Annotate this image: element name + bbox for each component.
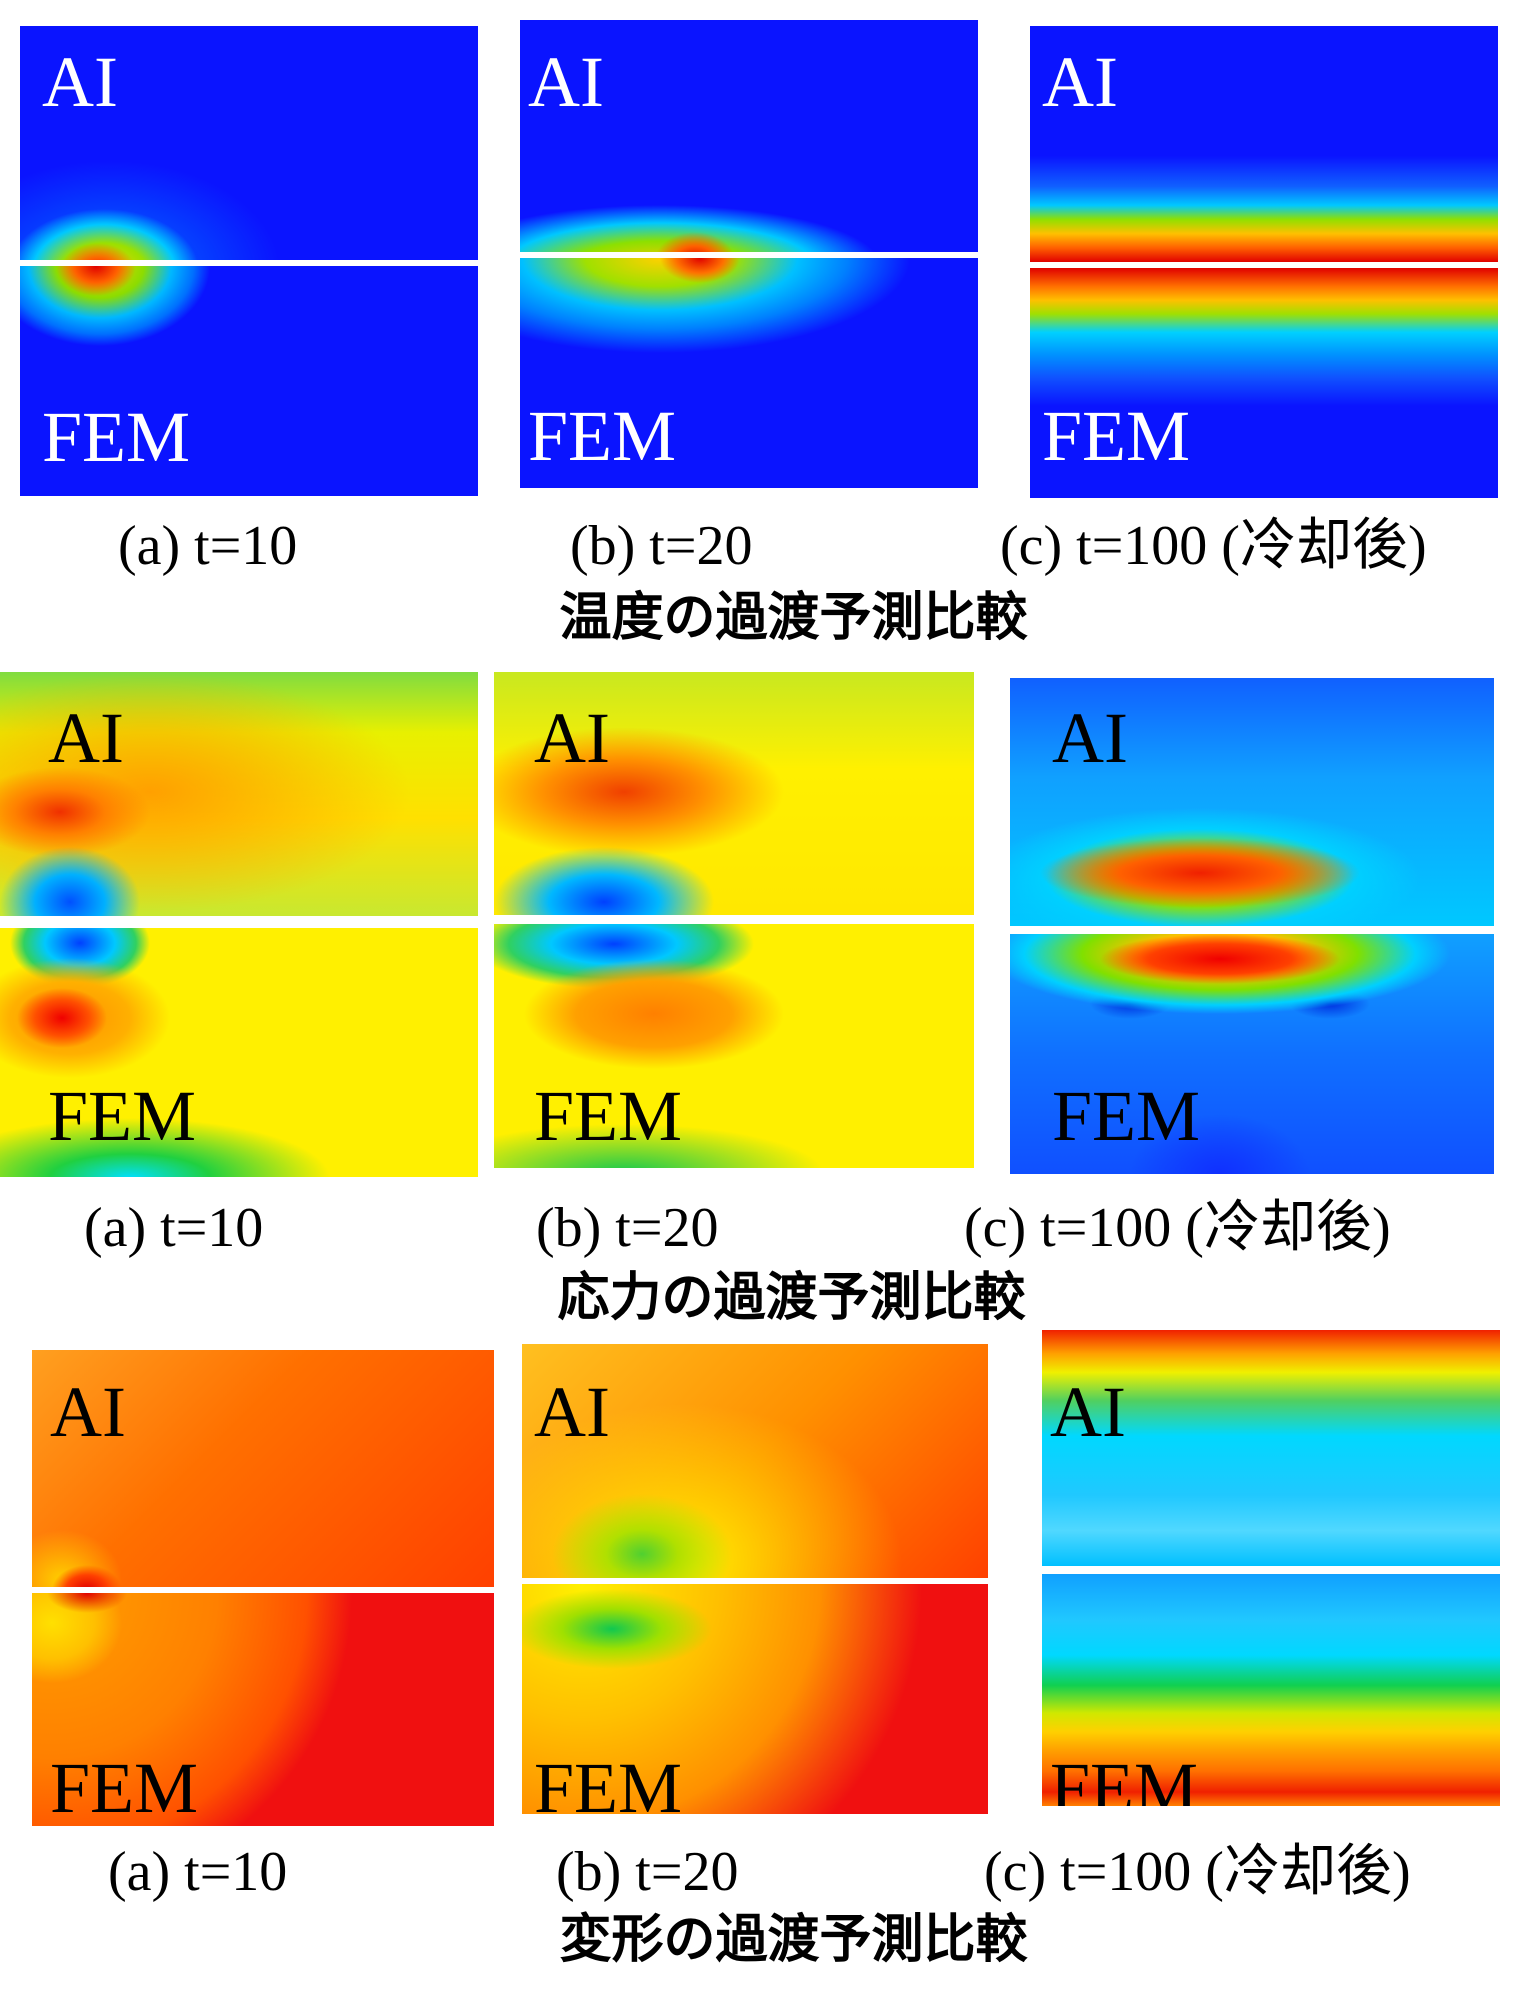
divider — [520, 252, 978, 258]
fem-label: FEM — [42, 397, 191, 477]
caption-temperature-c: (c) t=100 (冷却後) — [1000, 515, 1427, 577]
ai-field — [522, 1344, 988, 1578]
divider — [1042, 1566, 1500, 1574]
caption-temperature-a: (a) t=10 — [118, 515, 298, 577]
ai-field — [20, 26, 478, 260]
divider — [1010, 926, 1494, 934]
fem-label: FEM — [1050, 1748, 1199, 1806]
stress-panel-a: AI FEM — [0, 672, 478, 1177]
deformation-panel-b: AI FEM — [522, 1344, 988, 1814]
fem-label: FEM — [48, 1076, 197, 1156]
divider — [494, 915, 974, 924]
fem-field — [20, 266, 478, 496]
section-title-stress: 応力の過渡予測比較 — [557, 1268, 1026, 1328]
ai-label: AI — [528, 42, 604, 122]
divider — [32, 1587, 494, 1593]
caption-temperature-b: (b) t=20 — [570, 515, 753, 577]
ai-field — [0, 672, 478, 916]
fem-field — [522, 1584, 988, 1814]
section-title-temperature: 温度の過渡予測比較 — [559, 588, 1028, 648]
fem-field — [1030, 268, 1498, 498]
divider — [0, 916, 478, 928]
caption-stress-a: (a) t=10 — [84, 1197, 264, 1259]
stress-panel-c: AI FEM — [1010, 678, 1494, 1174]
caption-deformation-b: (b) t=20 — [556, 1841, 739, 1903]
fem-label: FEM — [534, 1076, 683, 1156]
ai-label: AI — [48, 698, 124, 778]
fem-label: FEM — [528, 396, 677, 476]
ai-label: AI — [50, 1372, 126, 1452]
ai-field — [520, 20, 978, 252]
ai-label: AI — [534, 1372, 610, 1452]
caption-deformation-a: (a) t=10 — [108, 1841, 288, 1903]
fem-field — [1042, 1574, 1500, 1806]
ai-field — [1030, 26, 1498, 262]
fem-label: FEM — [50, 1748, 199, 1826]
divider — [522, 1578, 988, 1584]
stress-panel-b: AI FEM — [494, 672, 974, 1168]
fem-field — [1010, 934, 1494, 1174]
caption-stress-b: (b) t=20 — [536, 1197, 719, 1259]
ai-field — [1010, 678, 1494, 926]
fem-field — [494, 924, 974, 1168]
fem-field — [0, 928, 478, 1177]
deformation-panel-c: AI FEM — [1042, 1330, 1500, 1806]
fem-label: FEM — [1042, 396, 1191, 476]
fem-label: FEM — [534, 1748, 683, 1814]
deformation-panel-a: AI FEM — [32, 1350, 494, 1826]
ai-label: AI — [42, 42, 118, 122]
fem-label: FEM — [1052, 1076, 1201, 1156]
section-title-deformation: 変形の過渡予測比較 — [559, 1910, 1028, 1970]
fem-field — [32, 1593, 494, 1826]
temperature-panel-b: AI FEM — [520, 20, 978, 488]
fem-field — [520, 258, 978, 488]
ai-field — [32, 1350, 494, 1587]
temperature-panel-c: AI FEM — [1030, 26, 1498, 498]
ai-label: AI — [1052, 698, 1128, 778]
ai-field — [1042, 1330, 1500, 1566]
temperature-panel-a: AI FEM — [20, 26, 478, 496]
ai-field — [494, 672, 974, 915]
caption-deformation-c: (c) t=100 (冷却後) — [984, 1841, 1411, 1903]
divider — [1030, 262, 1498, 268]
ai-label: AI — [534, 698, 610, 778]
divider — [20, 260, 478, 266]
ai-label: AI — [1042, 42, 1118, 122]
caption-stress-c: (c) t=100 (冷却後) — [964, 1197, 1391, 1259]
ai-label: AI — [1050, 1372, 1126, 1452]
